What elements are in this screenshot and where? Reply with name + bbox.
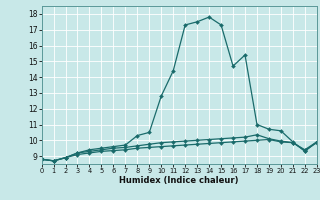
X-axis label: Humidex (Indice chaleur): Humidex (Indice chaleur) [119,176,239,185]
